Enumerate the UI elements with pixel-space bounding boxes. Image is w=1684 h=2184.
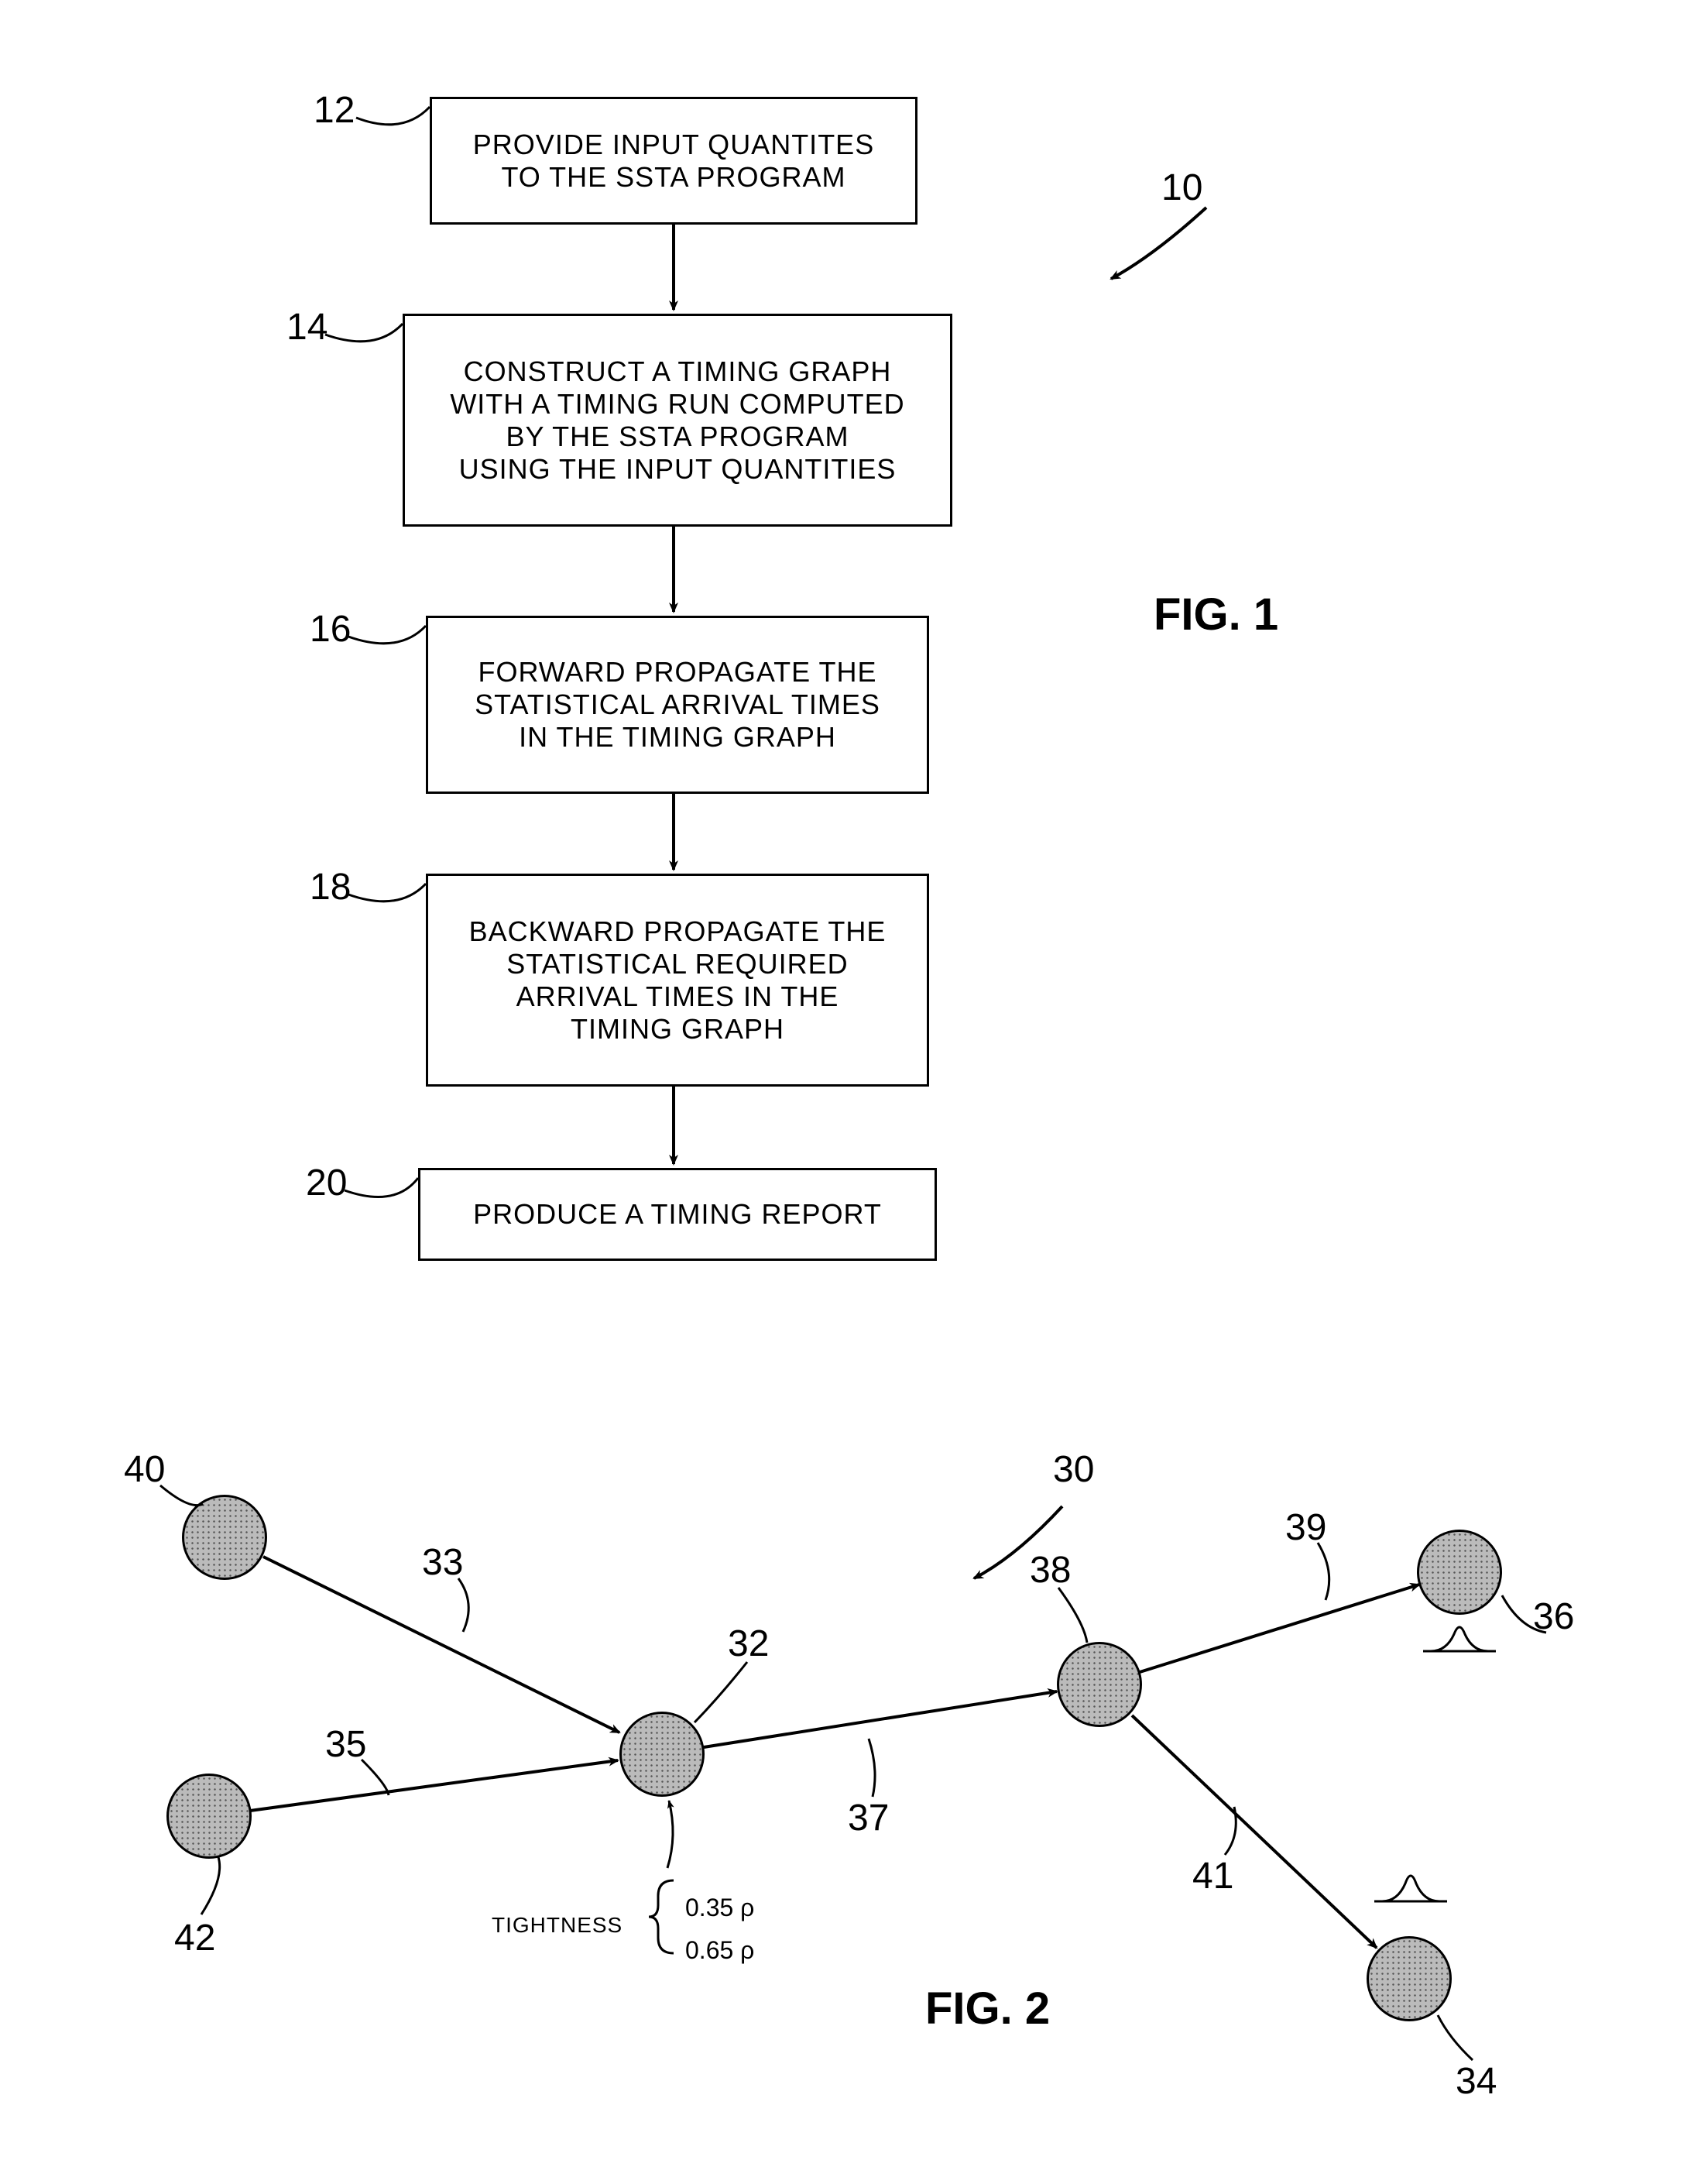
tightness-value-0: 0.35 ρ [685,1894,754,1922]
flow-box-12-text: PROVIDE INPUT QUANTITES TO THE SSTA PROG… [473,129,874,194]
figure-2-label: FIG. 2 [925,1983,1050,2035]
graph-node-40 [182,1495,267,1580]
ref-10: 10 [1161,167,1202,209]
distribution-icons [1374,1627,1496,1901]
ref-37: 37 [848,1797,889,1839]
graph-node-32 [619,1712,705,1797]
ref-35: 35 [325,1723,366,1766]
ref-32: 32 [728,1623,769,1665]
ref-16: 16 [310,608,351,651]
flow-box-14-text: CONSTRUCT A TIMING GRAPH WITH A TIMING R… [450,355,904,486]
tightness-brace [649,1880,674,1953]
flow-box-20-text: PRODUCE A TIMING REPORT [473,1198,882,1231]
fig2-edges [250,1557,1419,1948]
ref-18: 18 [310,866,351,908]
flow-box-16: FORWARD PROPAGATE THE STATISTICAL ARRIVA… [426,616,929,794]
fig2-node-leaders [160,1485,1546,2060]
graph-node-42 [166,1774,252,1859]
fig1-leaders [325,107,430,1197]
ref-12: 12 [314,89,355,132]
ref-39: 39 [1285,1506,1326,1549]
flow-box-16-text: FORWARD PROPAGATE THE STATISTICAL ARRIVA… [475,656,880,754]
graph-node-34 [1367,1936,1452,2021]
distribution-icon-34 [1374,1876,1447,1901]
flow-box-20: PRODUCE A TIMING REPORT [418,1168,937,1261]
ref-14: 14 [286,306,328,349]
flow-box-14: CONSTRUCT A TIMING GRAPH WITH A TIMING R… [403,314,952,527]
ref-41: 41 [1192,1855,1233,1897]
ref-42: 42 [174,1917,215,1959]
ref-30: 30 [1053,1448,1094,1491]
ref-40: 40 [124,1448,165,1491]
ref-36: 36 [1533,1595,1574,1638]
flow-box-12: PROVIDE INPUT QUANTITES TO THE SSTA PROG… [430,97,917,225]
distribution-icon-36 [1423,1627,1496,1651]
ref-34: 34 [1456,2060,1497,2103]
tightness-pointer [667,1801,673,1868]
flow-box-18: BACKWARD PROPAGATE THE STATISTICAL REQUI… [426,874,929,1087]
graph-node-36 [1417,1530,1502,1615]
ref-20: 20 [306,1162,347,1204]
ref-38: 38 [1030,1549,1071,1592]
tightness-value-1: 0.65 ρ [685,1936,754,1965]
flow-box-18-text: BACKWARD PROPAGATE THE STATISTICAL REQUI… [469,915,887,1046]
ref-10-arrow [1111,208,1206,279]
tightness-label: TIGHTNESS [492,1913,622,1938]
ref-33: 33 [422,1541,463,1584]
graph-node-38 [1057,1642,1142,1727]
fig2-edge-leaders [362,1543,1329,1855]
figure-1-label: FIG. 1 [1154,589,1278,640]
